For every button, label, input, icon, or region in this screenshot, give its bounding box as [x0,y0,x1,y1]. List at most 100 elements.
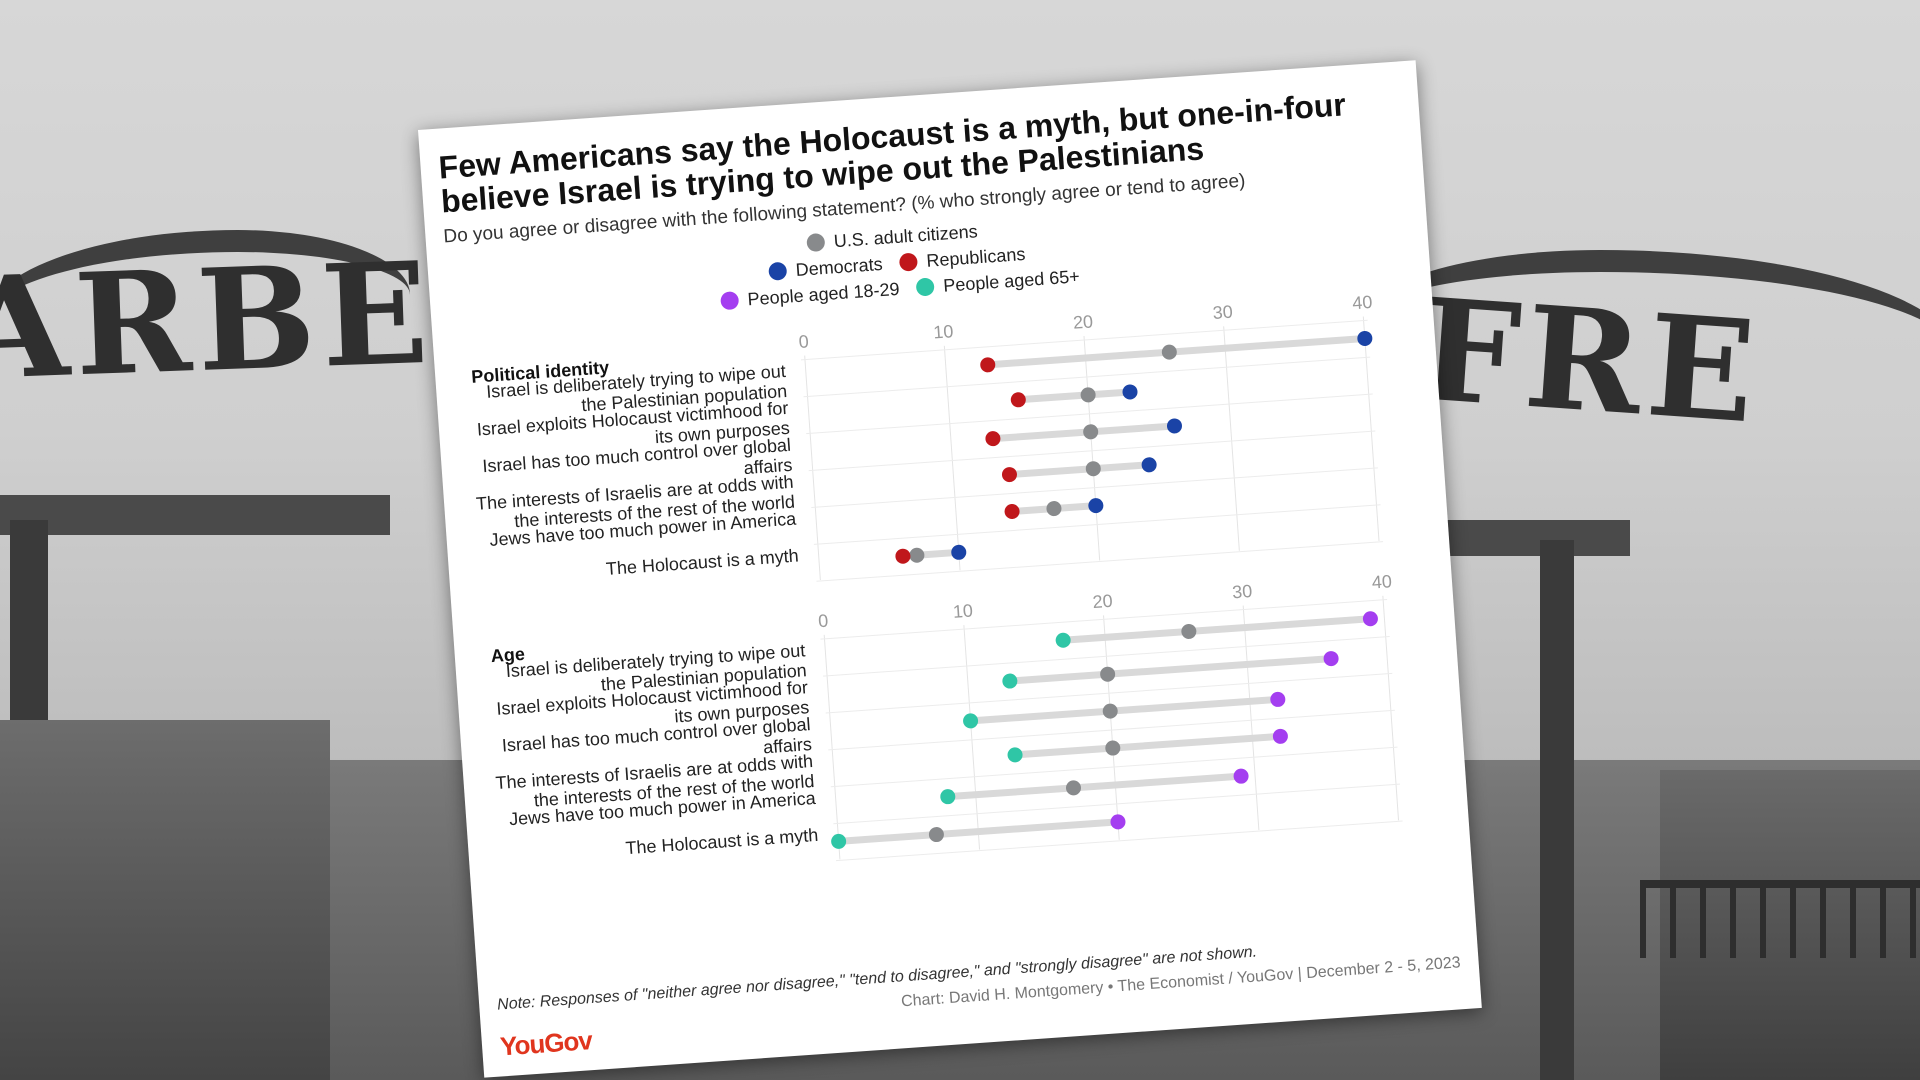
legend-item-young: People aged 18-29 [720,278,905,311]
dot-u-s-adult-citizens [1181,623,1197,639]
x-tick-label: 10 [933,321,954,342]
x-tick-label: 40 [1352,292,1373,313]
row-separator [825,672,1393,714]
dot-democrats [1122,384,1138,400]
legend-dot-dem [768,261,788,281]
legend-dot-young [720,291,740,311]
range-bar [1011,732,1284,759]
gridline-40 [1382,595,1400,821]
gridline-20 [1083,336,1101,561]
dot-people-aged-65 [1007,747,1023,763]
dot-u-s-adult-citizens [1100,666,1116,682]
gridline-40 [1362,316,1380,541]
dot-people-aged-18-29 [1362,611,1378,627]
dot-republicans [980,357,996,373]
row-separator [800,319,1368,361]
gate-sign-right: FRE [1414,268,1766,456]
dot-people-aged-65 [1055,632,1071,648]
gridline-20 [1103,615,1120,840]
legend-label-us: U.S. adult citizens [833,221,979,252]
row-separator [835,820,1403,862]
dot-republicans [985,431,1001,447]
row-label: The Holocaust is a myth [624,824,819,859]
dot-people-aged-18-29 [1270,691,1286,707]
x-tick-label: 0 [798,331,809,352]
dot-people-aged-65 [963,713,979,729]
dot-u-s-adult-citizens [1085,461,1101,477]
dot-democrats [1141,457,1157,473]
x-tick-label: 30 [1212,302,1233,323]
legend-dot-rep [898,252,919,272]
dot-republicans [1004,503,1020,519]
x-tick-label: 20 [1092,591,1113,612]
row-separator [833,783,1401,825]
dot-democrats [1088,498,1104,514]
dot-republicans [1001,467,1017,483]
dot-u-s-adult-citizens [1102,703,1118,719]
dot-democrats [1357,330,1373,346]
range-bar [1059,615,1374,644]
gridline-0 [823,634,841,860]
dot-republicans [1010,392,1026,408]
row-separator [811,467,1378,508]
legend-dot-old [915,277,935,297]
gridline-10 [943,345,961,571]
row-label: The Holocaust is a myth [605,545,800,579]
gate-sign-left: ARBE [0,231,437,413]
row-separator [828,709,1395,751]
legend-item-dem: Democrats [768,254,888,282]
row-separator [830,746,1398,788]
legend-label-dem: Democrats [795,253,884,280]
dot-u-s-adult-citizens [1080,387,1096,403]
dot-u-s-adult-citizens [1065,780,1081,796]
yougov-logo: YouGov [499,1025,593,1062]
range-bar [835,818,1122,845]
x-tick-label: 30 [1232,581,1253,602]
row-separator [808,430,1376,472]
gridline-0 [804,355,821,581]
range-bar [1014,388,1134,404]
row-separator [803,356,1371,398]
x-tick-label: 40 [1371,571,1392,592]
gridline-30 [1223,326,1240,551]
row-separator [816,541,1384,582]
dot-plot-political: 0 10 20 30 40 [798,292,1384,582]
dot-people-aged-65 [940,789,956,805]
range-bar [1006,655,1335,685]
dot-republicans [895,548,911,564]
gridline-30 [1242,605,1260,831]
dot-people-aged-18-29 [1110,814,1126,830]
row-separator [823,635,1390,677]
gridline-10 [963,625,981,850]
dot-plot-age: 0 10 20 30 40 [818,571,1403,862]
legend-dot-us [806,232,826,253]
dot-people-aged-18-29 [1272,728,1288,744]
row-separator [820,599,1388,640]
legend-label-rep: Republicans [925,243,1026,271]
dot-u-s-adult-citizens [909,547,925,563]
chart-card: Few Americans say the Holocaust is a myt… [418,60,1482,1078]
range-bar [1005,461,1153,479]
range-bar [944,772,1245,801]
building-left [0,720,330,1080]
row-separator [813,504,1381,545]
dot-u-s-adult-citizens [1105,740,1121,756]
dot-u-s-adult-citizens [1046,501,1062,517]
dot-u-s-adult-citizens [1161,344,1177,360]
dot-democrats [951,544,967,560]
x-tick-label: 10 [952,600,973,621]
row-separator [806,393,1373,435]
dot-people-aged-65 [1002,673,1018,689]
range-bar [967,695,1282,725]
dot-u-s-adult-citizens [1083,424,1099,440]
x-tick-label: 20 [1072,311,1093,332]
dot-people-aged-18-29 [1233,768,1249,784]
dot-u-s-adult-citizens [928,827,944,843]
gate-post-right [1540,540,1574,1080]
fence [1640,880,1920,958]
x-tick-label: 0 [818,611,829,632]
dot-people-aged-65 [831,833,847,849]
dot-people-aged-18-29 [1323,651,1339,667]
gate-beam-left [0,495,390,535]
dot-democrats [1166,418,1182,434]
